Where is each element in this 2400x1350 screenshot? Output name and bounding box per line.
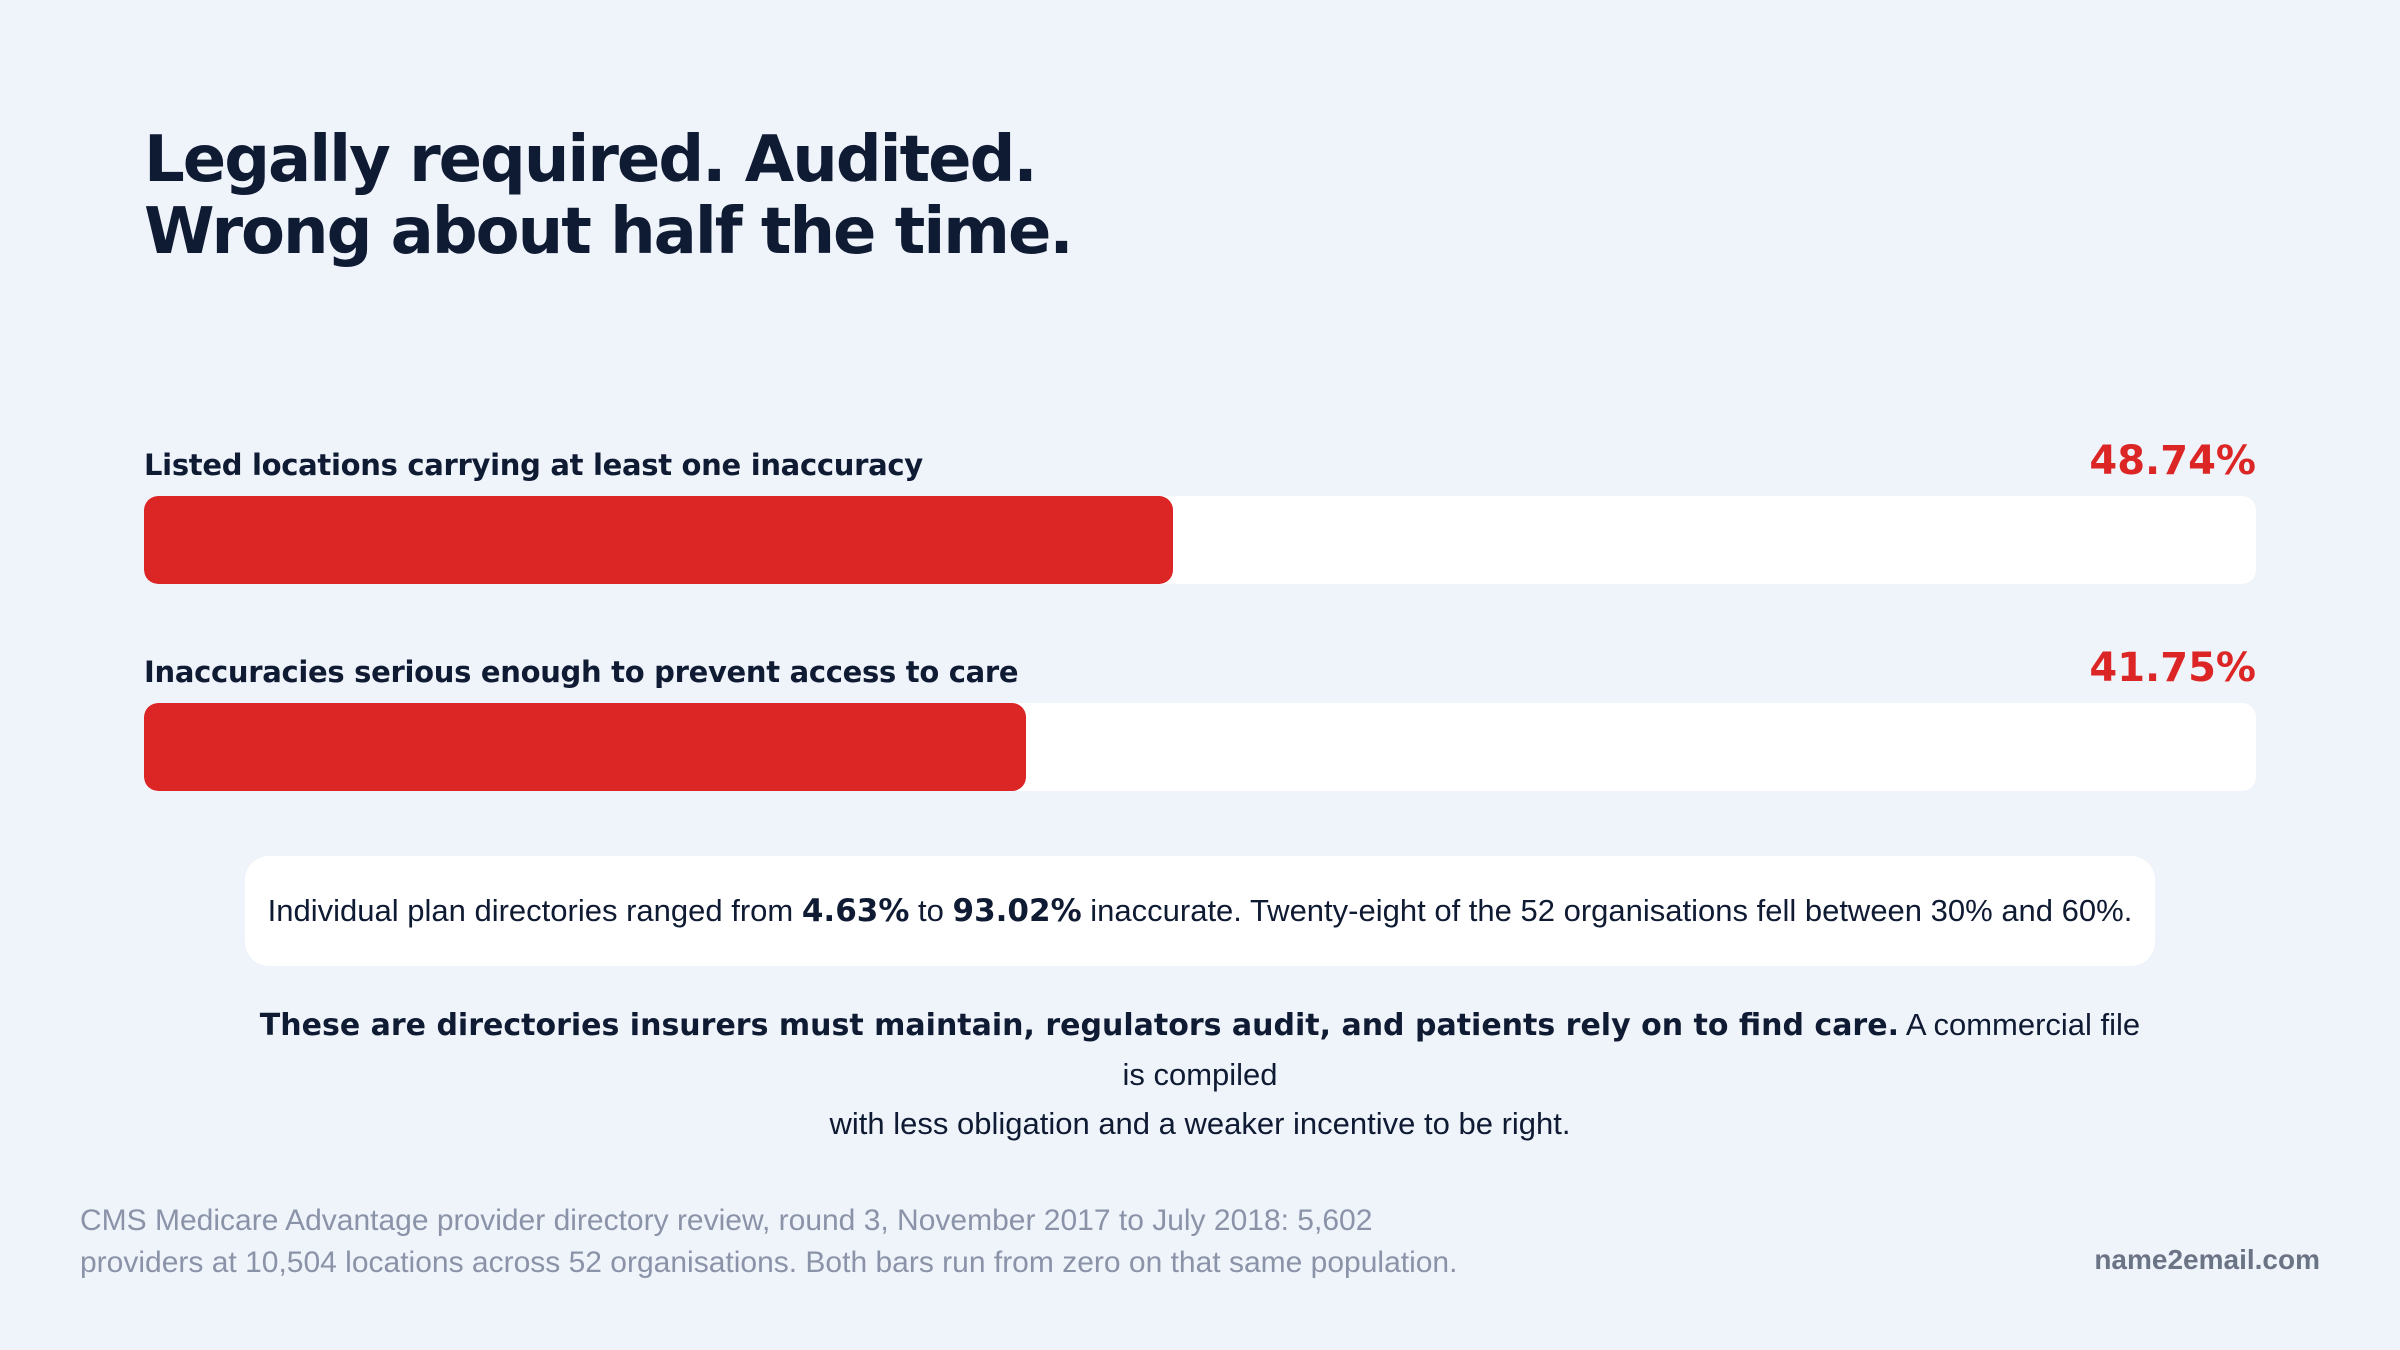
source-line-1: CMS Medicare Advantage provider director… <box>80 1204 1373 1237</box>
bar-fill <box>144 496 1174 584</box>
bar-track <box>144 496 2256 584</box>
range-suffix: inaccurate. Twenty-eight of the 52 organ… <box>1090 893 2133 928</box>
claim-rest-1: A commercial file is compiled <box>1122 1007 2141 1092</box>
bar-value-label: 48.74% <box>2089 438 2256 484</box>
bar-label: Listed locations carrying at least one i… <box>144 448 923 482</box>
claim-bold: These are directories insurers must main… <box>259 1008 1899 1043</box>
source-note: CMS Medicare Advantage provider director… <box>80 1200 1560 1284</box>
range-low: 4.63% <box>801 893 910 929</box>
bar-row-any-inaccuracy: Listed locations carrying at least one i… <box>144 426 2256 584</box>
headline-line-2: Wrong about half the time. <box>144 195 1074 269</box>
range-prefix: Individual plan directories ranged from <box>267 893 794 928</box>
bar-track <box>144 703 2256 791</box>
claim-rest-2: with less obligation and a weaker incent… <box>829 1106 1571 1141</box>
claim-paragraph: These are directories insurers must main… <box>250 1000 2150 1148</box>
bar-fill <box>144 703 1026 791</box>
range-joiner: to <box>918 893 944 928</box>
brand-label: name2email.com <box>2094 1244 2320 1275</box>
range-callout: Individual plan directories ranged from … <box>245 856 2155 966</box>
source-line-2: providers at 10,504 locations across 52 … <box>80 1246 1458 1279</box>
headline: Legally required. Audited. Wrong about h… <box>144 123 1074 269</box>
bar-row-prevent-access: Inaccuracies serious enough to prevent a… <box>144 633 2256 791</box>
range-high: 93.02% <box>952 893 1082 929</box>
bar-value-label: 41.75% <box>2089 645 2256 691</box>
headline-line-1: Legally required. Audited. <box>144 123 1038 197</box>
bar-label: Inaccuracies serious enough to prevent a… <box>144 655 1019 689</box>
